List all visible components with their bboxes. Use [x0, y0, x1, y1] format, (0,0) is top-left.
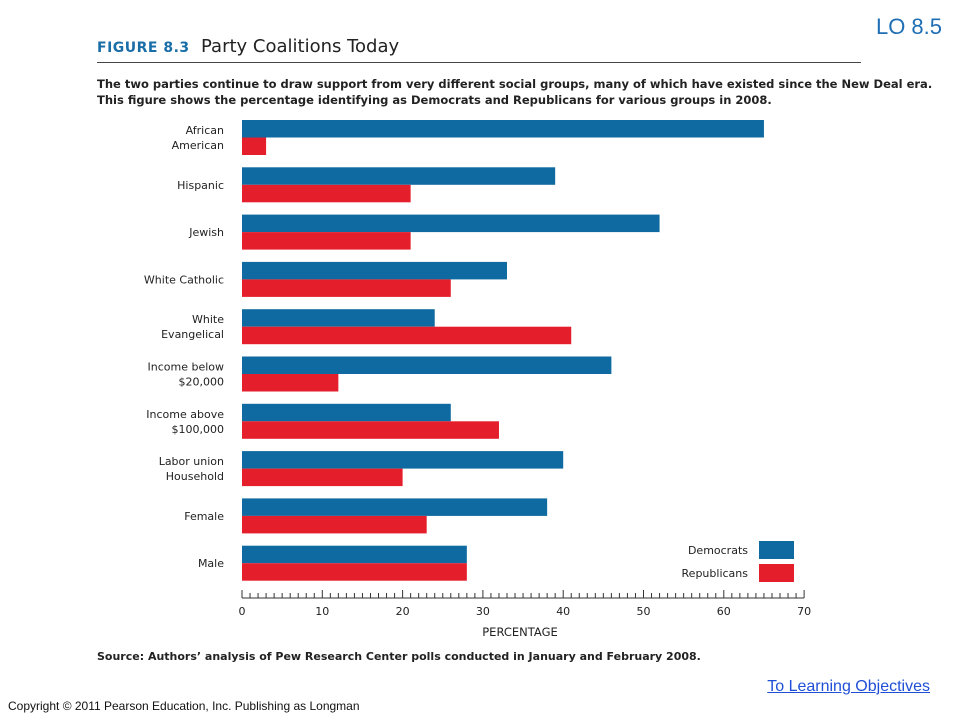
bar-democrats — [242, 309, 435, 327]
category-label: White Catholic — [144, 273, 224, 286]
x-axis-title: PERCENTAGE — [482, 625, 558, 639]
bar-democrats — [242, 498, 548, 516]
category-label: $20,000 — [179, 376, 225, 389]
bar-republicans — [242, 468, 403, 487]
category-label: Hispanic — [177, 179, 224, 192]
bar-republicans — [242, 515, 427, 534]
caption-line: This figure shows the percentage identif… — [97, 93, 772, 107]
x-tick-label: 70 — [797, 605, 811, 618]
category-label: African — [186, 124, 224, 137]
bars-layer — [242, 120, 764, 581]
x-tick-label: 30 — [476, 605, 490, 618]
bar-republicans — [242, 232, 411, 250]
x-tick-label: 60 — [717, 605, 731, 618]
category-label: Household — [166, 470, 224, 483]
learning-objectives-link[interactable]: To Learning Objectives — [767, 678, 930, 695]
caption-line: The two parties continue to draw support… — [97, 77, 933, 91]
category-label: Income below — [147, 361, 224, 374]
figure-header: FIGURE 8.3 Party Coalitions Today — [97, 36, 861, 63]
copyright-notice: Copyright © 2011 Pearson Education, Inc.… — [8, 699, 360, 713]
x-tick-label: 40 — [556, 605, 570, 618]
x-axis: 0 10 20 30 40 50 60 70 PERCENTAGE — [239, 590, 811, 639]
bar-democrats — [242, 451, 564, 469]
bar-democrats — [242, 214, 660, 233]
lo-label: LO 8.5 — [875, 14, 942, 39]
bar-republicans — [242, 374, 339, 392]
bar-democrats — [242, 261, 507, 280]
category-label: Female — [184, 510, 224, 523]
figure-number: FIGURE 8.3 — [97, 40, 190, 56]
legend: Democrats Republicans — [682, 541, 794, 582]
bar-democrats — [242, 403, 451, 422]
bar-democrats — [242, 167, 556, 185]
legend-label: Republicans — [682, 567, 749, 580]
category-labels: African American Hispanic Jewish White Catho… — [144, 124, 224, 570]
bar-democrats — [242, 356, 612, 374]
x-tick-label: 50 — [637, 605, 651, 618]
x-tick-label: 20 — [396, 605, 410, 618]
category-label: American — [172, 139, 224, 152]
category-label: $100,000 — [172, 423, 225, 436]
bar-republicans — [242, 184, 411, 203]
figure-caption: The two parties continue to draw support… — [97, 76, 933, 108]
bar-republicans — [242, 326, 572, 345]
category-label: Jewish — [188, 226, 224, 239]
legend-swatch — [759, 564, 794, 582]
category-label: Income above — [146, 408, 224, 421]
bar-republicans — [242, 421, 499, 439]
x-tick-label: 10 — [315, 605, 329, 618]
x-tick-label: 0 — [239, 605, 246, 618]
figure-source: Source: Authors’ analysis of Pew Researc… — [97, 650, 701, 663]
legend-label: Democrats — [688, 544, 748, 557]
category-label: Labor union — [159, 455, 224, 468]
figure-title: Party Coalitions Today — [201, 36, 400, 57]
legend-swatch — [759, 541, 794, 559]
category-label: Evangelical — [161, 328, 224, 341]
category-label: Male — [198, 557, 224, 570]
bar-democrats — [242, 545, 467, 564]
bar-republicans — [242, 137, 267, 155]
category-label: White — [192, 313, 224, 326]
bar-republicans — [242, 279, 451, 297]
bar-democrats — [242, 120, 764, 138]
bar-republicans — [242, 563, 467, 581]
